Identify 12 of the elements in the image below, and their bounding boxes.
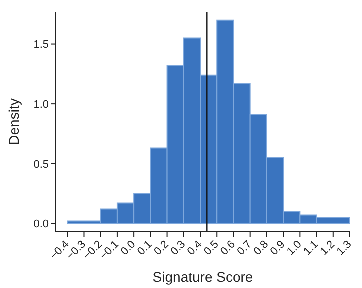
y-tick-label: 0.5 [34, 158, 49, 171]
x-tick-label: 0.2 [152, 238, 172, 258]
x-tick-label: 0.0 [118, 238, 138, 258]
y-tick-label: 0.0 [34, 218, 49, 231]
x-tick-label: 0.1 [136, 238, 155, 258]
x-tick-label: 0.6 [218, 238, 238, 258]
y-axis-title: Density [6, 98, 22, 146]
x-tick-label: 1.1 [302, 238, 321, 258]
y-tick-label: 1.0 [34, 98, 49, 111]
y-tick-label: 1.5 [34, 39, 49, 52]
x-axis-title: Signature Score [152, 269, 254, 285]
x-tick-label: 1.0 [285, 238, 304, 258]
